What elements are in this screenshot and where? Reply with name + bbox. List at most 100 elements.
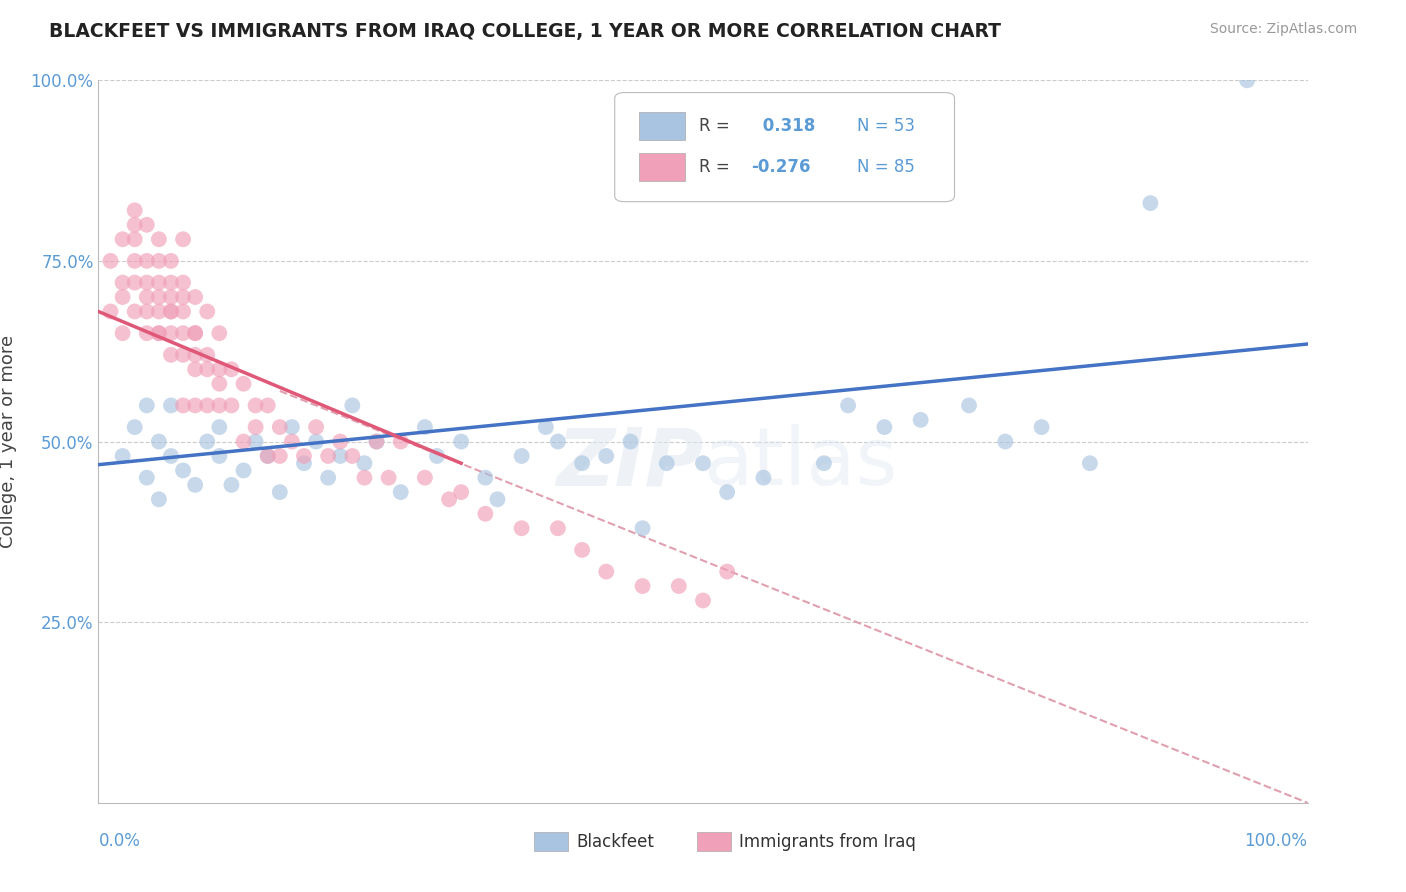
Point (148, 232, 170, 246)
Point (366, 434, 388, 449)
Point (148, 326, 170, 340)
Point (329, 434, 352, 449)
Point (184, 326, 207, 340)
Point (1139, 196, 1161, 211)
Point (160, 326, 183, 340)
Point (148, 304, 170, 318)
Point (160, 449, 183, 463)
Point (1236, 73, 1258, 87)
Point (994, 434, 1017, 449)
Point (208, 362, 231, 376)
Point (377, 470, 399, 484)
Point (716, 565, 738, 579)
Text: Immigrants from Iraq: Immigrants from Iraq (740, 833, 917, 851)
Point (184, 478, 207, 492)
Point (305, 420, 328, 434)
Point (184, 348, 207, 362)
Text: atlas: atlas (703, 425, 897, 502)
Point (910, 413, 932, 427)
Text: R =: R = (699, 158, 735, 176)
Point (342, 398, 364, 412)
Point (1031, 420, 1053, 434)
Point (124, 276, 146, 290)
Point (135, 218, 157, 232)
Point (221, 362, 243, 376)
Point (1078, 456, 1101, 470)
Point (813, 456, 835, 470)
Text: 0.318: 0.318 (758, 117, 815, 135)
Point (474, 507, 496, 521)
Point (135, 253, 157, 268)
Point (245, 398, 267, 412)
Point (655, 456, 678, 470)
Point (100, 304, 122, 318)
Point (148, 434, 170, 449)
Point (292, 449, 315, 463)
FancyBboxPatch shape (614, 93, 955, 202)
Point (135, 276, 157, 290)
Bar (638, 112, 685, 139)
Point (172, 326, 194, 340)
Point (450, 485, 472, 500)
Point (232, 376, 254, 391)
Point (413, 470, 436, 484)
Point (172, 276, 194, 290)
Point (342, 449, 364, 463)
Point (160, 290, 183, 304)
Text: 100.0%: 100.0% (1244, 831, 1308, 850)
Point (135, 290, 157, 304)
Point (631, 579, 654, 593)
Point (269, 420, 291, 434)
Point (305, 434, 328, 449)
Point (172, 348, 194, 362)
Point (232, 434, 254, 449)
Point (172, 290, 194, 304)
Point (353, 470, 375, 484)
Point (195, 434, 218, 449)
Point (716, 485, 738, 500)
Point (135, 470, 157, 484)
Y-axis label: College, 1 year or more: College, 1 year or more (0, 335, 17, 548)
Point (474, 470, 496, 484)
Point (195, 398, 218, 412)
Point (450, 434, 472, 449)
Point (111, 232, 134, 246)
Point (329, 449, 352, 463)
Text: N = 85: N = 85 (856, 158, 914, 176)
Point (195, 348, 218, 362)
Bar (534, 832, 568, 851)
Bar (638, 153, 685, 181)
Point (135, 326, 157, 340)
Point (135, 304, 157, 318)
Point (195, 362, 218, 376)
Point (595, 449, 617, 463)
Point (160, 276, 183, 290)
Point (184, 398, 207, 412)
Point (124, 304, 146, 318)
Point (111, 326, 134, 340)
Point (292, 456, 315, 470)
Point (111, 449, 134, 463)
Point (389, 434, 412, 449)
Point (148, 276, 170, 290)
Point (148, 492, 170, 507)
Point (232, 463, 254, 477)
Point (124, 253, 146, 268)
Point (389, 485, 412, 500)
Point (692, 456, 714, 470)
Point (269, 449, 291, 463)
Point (426, 449, 449, 463)
Point (160, 398, 183, 412)
Point (837, 398, 859, 412)
Text: BLACKFEET VS IMMIGRANTS FROM IRAQ COLLEGE, 1 YEAR OR MORE CORRELATION CHART: BLACKFEET VS IMMIGRANTS FROM IRAQ COLLEG… (49, 22, 1001, 41)
Point (160, 348, 183, 362)
Point (124, 218, 146, 232)
Point (510, 521, 533, 535)
Point (547, 521, 569, 535)
Point (172, 463, 194, 477)
Point (668, 579, 690, 593)
Point (245, 420, 267, 434)
Point (111, 276, 134, 290)
Point (571, 456, 593, 470)
Point (111, 290, 134, 304)
